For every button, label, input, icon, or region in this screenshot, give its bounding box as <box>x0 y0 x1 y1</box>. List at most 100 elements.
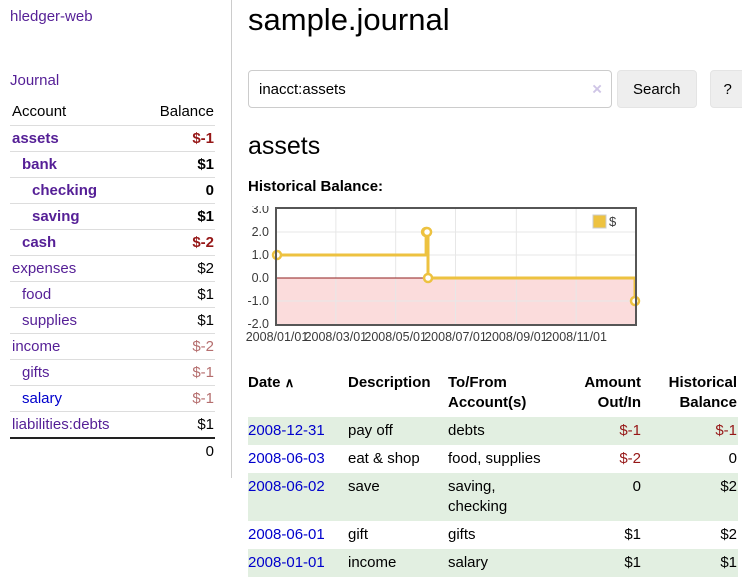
register-header-accounts: To/From Account(s) <box>448 374 527 411</box>
account-link[interactable]: bank <box>22 156 58 173</box>
page-title: sample.journal <box>248 2 450 37</box>
sort-by-date-link[interactable]: Date ∧ <box>248 374 295 391</box>
historical-balance-chart: $3.0 2.0 1.0 0.0 -1.0 -2.0 2008/01/01 2008/03/0… <box>244 202 742 358</box>
transaction-amount: $-1 <box>619 422 641 439</box>
register-header-row: Date ∧ Description To/From Account(s) Am… <box>248 371 738 417</box>
register-header-date[interactable]: Date ∧ <box>248 371 348 417</box>
account-balance: $-1 <box>192 364 214 381</box>
register-header-description: Description <box>348 374 431 391</box>
transaction-row: 2008-06-02 save saving, checking 0 $2 <box>248 473 738 521</box>
transaction-row: 2008-01-01 income salary $1 $1 <box>248 549 738 577</box>
transaction-accounts: gifts <box>448 526 476 543</box>
transaction-amount: $-2 <box>619 450 641 467</box>
search-box: × <box>248 70 612 108</box>
transaction-accounts: debts <box>448 422 485 439</box>
transaction-balance: $2 <box>720 526 737 543</box>
svg-text:2008/01/01: 2008/01/01 <box>246 330 309 344</box>
svg-text:2008/05/01: 2008/05/01 <box>364 330 427 344</box>
accounts-table-header: Account Balance <box>10 100 215 126</box>
account-balance: $1 <box>197 416 214 433</box>
transaction-date-link[interactable]: 2008-06-03 <box>248 450 325 467</box>
account-link[interactable]: supplies <box>22 312 78 329</box>
account-link[interactable]: assets <box>12 130 59 147</box>
account-row: checking 0 <box>10 177 215 204</box>
search-button[interactable]: Search <box>617 70 697 108</box>
transaction-date-link[interactable]: 2008-06-02 <box>248 478 325 495</box>
main-content: sample.journal × Search ? assets Histori… <box>232 0 742 577</box>
accounts-header-account: Account <box>12 103 67 120</box>
account-balance: 0 <box>205 182 214 199</box>
register-header-amount: Amount Out/In <box>584 374 641 411</box>
transaction-row: 2008-06-03 eat & shop food, supplies $-2 0 <box>248 445 738 473</box>
transaction-balance: $1 <box>720 554 737 571</box>
account-balance: $-1 <box>192 390 214 407</box>
transaction-row: 2008-12-31 pay off debts $-1 $-1 <box>248 417 738 445</box>
transaction-accounts: salary <box>448 554 489 571</box>
register-table-body: 2008-12-31 pay off debts $-1 $-1 2008-06-03 ea… <box>248 417 738 577</box>
svg-text:2008/11/01: 2008/11/01 <box>545 330 607 344</box>
account-link[interactable]: saving <box>32 208 80 225</box>
transaction-balance: 0 <box>728 450 737 467</box>
transaction-accounts: food, supplies <box>448 450 541 467</box>
account-link[interactable]: expenses <box>12 260 77 277</box>
svg-text:-2.0: -2.0 <box>247 317 269 331</box>
account-link[interactable]: salary <box>22 390 63 407</box>
account-link[interactable]: food <box>22 286 52 303</box>
sidebar-item-journal[interactable]: Journal <box>10 72 60 89</box>
transaction-accounts: saving, checking <box>448 478 508 515</box>
transaction-date-link[interactable]: 2008-12-31 <box>248 422 325 439</box>
account-link[interactable]: checking <box>32 182 98 199</box>
account-row: gifts $-1 <box>10 359 215 386</box>
transaction-description: income <box>348 554 397 571</box>
account-balance: $-2 <box>192 234 214 251</box>
account-balance: $1 <box>197 156 214 173</box>
chart-svg: $3.0 2.0 1.0 0.0 -1.0 -2.02008/01/012008/03/0… <box>246 202 641 344</box>
transaction-balance: $-1 <box>715 422 737 439</box>
svg-text:2008/03/01: 2008/03/01 <box>305 330 368 344</box>
transaction-description: eat & shop <box>348 450 420 467</box>
account-row: salary $-1 <box>10 385 215 412</box>
sidebar: hledger-web Journal Account Balance asse… <box>0 0 232 478</box>
clear-search-icon[interactable]: × <box>592 79 602 99</box>
register-header-balance: Historical Balance <box>668 374 737 411</box>
search-form: × Search ? <box>248 70 742 108</box>
transaction-description: pay off <box>348 422 393 439</box>
svg-text:2008/07/01: 2008/07/01 <box>424 330 487 344</box>
account-balance: $-2 <box>192 338 214 355</box>
accounts-total-row: 0 <box>10 438 215 464</box>
account-balance: $1 <box>197 286 214 303</box>
transaction-row: 2008-06-01 gift gifts $1 $2 <box>248 521 738 549</box>
account-row: expenses $2 <box>10 255 215 282</box>
transaction-description: gift <box>348 526 369 543</box>
transaction-balance: $2 <box>720 478 737 495</box>
help-button[interactable]: ? <box>709 70 742 108</box>
account-row: cash $-2 <box>10 229 215 256</box>
register-table: Date ∧ Description To/From Account(s) Am… <box>248 371 738 577</box>
app-title-link[interactable]: hledger-web <box>10 8 93 25</box>
transaction-amount: 0 <box>632 478 641 495</box>
account-link[interactable]: income <box>12 338 61 355</box>
account-link[interactable]: liabilities:debts <box>12 416 110 433</box>
accounts-table-body: assets $-1 bank $1 checking 0 saving $1 cash $-2 e… <box>10 125 215 439</box>
account-row: food $1 <box>10 281 215 308</box>
svg-text:2.0: 2.0 <box>252 225 269 239</box>
account-row: supplies $1 <box>10 307 215 334</box>
accounts-total-value: 0 <box>205 443 214 460</box>
accounts-header-balance: Balance <box>159 103 214 120</box>
account-balance: $1 <box>197 208 214 225</box>
account-row: income $-2 <box>10 333 215 360</box>
legend-label: $ <box>609 214 617 229</box>
account-balance: $2 <box>197 260 214 277</box>
chart-title: Historical Balance: <box>248 178 384 195</box>
svg-text:2008/09/01: 2008/09/01 <box>485 330 548 344</box>
account-link[interactable]: cash <box>22 234 57 251</box>
account-row: assets $-1 <box>10 125 215 152</box>
account-balance: $1 <box>197 312 214 329</box>
transaction-date-link[interactable]: 2008-01-01 <box>248 554 325 571</box>
transaction-date-link[interactable]: 2008-06-01 <box>248 526 325 543</box>
account-link[interactable]: gifts <box>22 364 50 381</box>
search-input[interactable] <box>248 70 612 108</box>
transaction-amount: $1 <box>624 554 641 571</box>
accounts-table: Account Balance assets $-1 bank $1 checking 0… <box>10 100 215 464</box>
account-row: bank $1 <box>10 151 215 178</box>
